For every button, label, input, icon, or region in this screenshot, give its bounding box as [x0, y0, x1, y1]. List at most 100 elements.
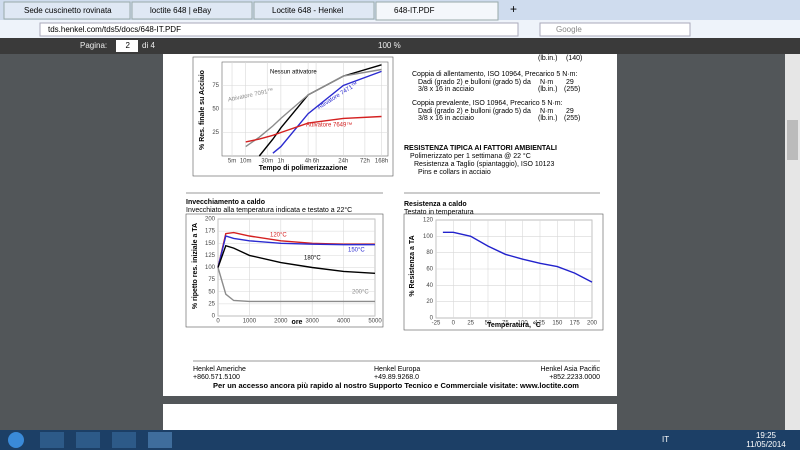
y-tick-label: 125: [205, 253, 216, 259]
x-tick-label: 2000: [274, 319, 288, 325]
y-tick-label: 200: [205, 217, 216, 223]
doc-text: (255): [564, 86, 580, 93]
tab-title: 648-IT.PDF: [394, 6, 435, 15]
footer-text: Henkel Asia Pacific: [540, 366, 600, 373]
x-tick-label: 0: [452, 321, 456, 327]
chart-subtitle: Testato in temperatura: [404, 209, 474, 216]
doc-text: Resistenza a Taglio (spiantaggio), ISO 1…: [414, 161, 554, 168]
y-tick-label: 0: [430, 316, 434, 322]
start-button[interactable]: [8, 432, 24, 448]
line: [217, 244, 376, 274]
y-tick-label: 100: [205, 265, 216, 271]
x-tick-label: 5000: [368, 319, 382, 325]
x-axis-label: Temperatura, °C: [487, 321, 541, 329]
x-tick-label: 4000: [337, 319, 351, 325]
footer-text: +49.89.9268.0: [374, 374, 419, 381]
page-number: 2: [126, 41, 131, 50]
line: [258, 64, 382, 157]
taskbar-app[interactable]: [148, 432, 172, 448]
y-axis-label: % Resistenza a TA: [409, 235, 416, 296]
url: tds.henkel.com/tds5/docs/648-IT.PDF: [48, 25, 181, 34]
y-tick-label: 25: [212, 130, 219, 136]
series-label: 180°C: [304, 256, 321, 262]
x-tick-label: 72h: [360, 159, 370, 165]
scrollbar[interactable]: [785, 54, 800, 430]
chart-title: Resistenza a caldo: [404, 201, 467, 208]
doc-text: 29: [566, 108, 574, 115]
tab-title: loctite 648 | eBay: [150, 6, 211, 15]
y-tick-label: 60: [426, 267, 433, 273]
chart-frame: [403, 213, 604, 331]
series-label: 120°C: [270, 233, 287, 239]
search-placeholder: Google: [556, 25, 582, 34]
series-label: 200°C: [352, 290, 369, 296]
tab[interactable]: [131, 1, 253, 20]
line: [217, 267, 375, 303]
section-title: RESISTENZA TIPICA AI FATTORI AMBIENTALI: [404, 145, 557, 152]
x-tick-label: -25: [432, 321, 441, 327]
tab-title: Loctite 648 - Henkel: [272, 6, 343, 15]
scroll-thumb[interactable]: [787, 120, 798, 160]
y-tick-label: 120: [423, 218, 434, 224]
chart-title: Invecchiamento a caldo: [186, 199, 265, 206]
taskbar-app[interactable]: [112, 432, 136, 448]
y-tick-label: 50: [208, 289, 215, 295]
x-tick-label: 150: [552, 321, 563, 327]
doc-text: 3/8 x 16 in acciaio: [418, 115, 474, 122]
doc-text: (140): [566, 55, 582, 62]
line: [272, 70, 382, 154]
doc-text: 3/8 x 16 in acciaio: [418, 86, 474, 93]
line: [217, 235, 375, 268]
x-tick-label: 100: [518, 321, 529, 327]
tab[interactable]: [253, 1, 375, 20]
x-tick-label: 0: [216, 319, 220, 325]
doc-text: Dadi (grado 2) e bulloni (grado 5) da: [418, 79, 531, 86]
series-label: Attivatore 7649™: [306, 122, 352, 129]
taskbar: [0, 430, 800, 450]
x-tick-label: 24h: [338, 159, 348, 165]
y-tick-label: 25: [208, 301, 215, 307]
y-tick-label: 20: [426, 299, 433, 305]
doc-text: (255): [564, 115, 580, 122]
doc-text: (lb.in.): [538, 86, 557, 93]
tab-active[interactable]: [375, 1, 499, 21]
y-tick-label: 150: [205, 241, 216, 247]
x-tick-label: 175: [570, 321, 581, 327]
language[interactable]: IT: [662, 435, 669, 444]
x-tick-label: 5m: [228, 159, 236, 165]
tab-title: Sede cuscinetto rovinata: [24, 6, 112, 15]
x-tick-label: 30m: [261, 159, 273, 165]
y-tick-label: 75: [212, 83, 219, 89]
x-tick-label: 4h: [305, 159, 312, 165]
doc-text: 29: [566, 79, 574, 86]
doc-text: (lb.in.): [538, 55, 557, 62]
x-axis-label: ore: [292, 319, 303, 326]
y-axis-label: % Res. finale su Acciaio: [199, 70, 206, 150]
x-tick-label: 75: [502, 321, 509, 327]
y-axis-label: % ripetto res. iniziale a TA: [192, 223, 199, 309]
zoom[interactable]: 100 %: [378, 41, 401, 50]
y-tick-label: 0: [212, 314, 216, 320]
chart-frame: [192, 56, 394, 177]
taskbar-app[interactable]: [76, 432, 100, 448]
page-input[interactable]: [116, 40, 138, 52]
search-bar[interactable]: [539, 22, 691, 37]
series-label: 150°C: [348, 248, 365, 254]
new-tab[interactable]: +: [510, 2, 517, 16]
doc-text: Pins e collars in acciaio: [418, 169, 491, 176]
footer-text: +852.2233.0000: [549, 374, 600, 381]
url-bar[interactable]: [39, 22, 519, 37]
y-tick-label: 80: [426, 250, 433, 256]
x-tick-label: 168h: [375, 159, 388, 165]
footer-text: Henkel Europa: [374, 366, 420, 373]
x-tick-label: 3000: [306, 319, 320, 325]
doc-text: Coppia di allentamento, ISO 10964, Preca…: [412, 71, 577, 78]
taskbar-app[interactable]: [40, 432, 64, 448]
x-tick-label: 1000: [243, 319, 257, 325]
tab[interactable]: [3, 1, 131, 20]
footer-note: Per un accesso ancora più rapido al nost…: [213, 381, 579, 390]
doc-text: N·m: [540, 79, 553, 86]
y-tick-label: 40: [426, 283, 433, 289]
clock-date: 11/05/2014: [746, 440, 786, 449]
